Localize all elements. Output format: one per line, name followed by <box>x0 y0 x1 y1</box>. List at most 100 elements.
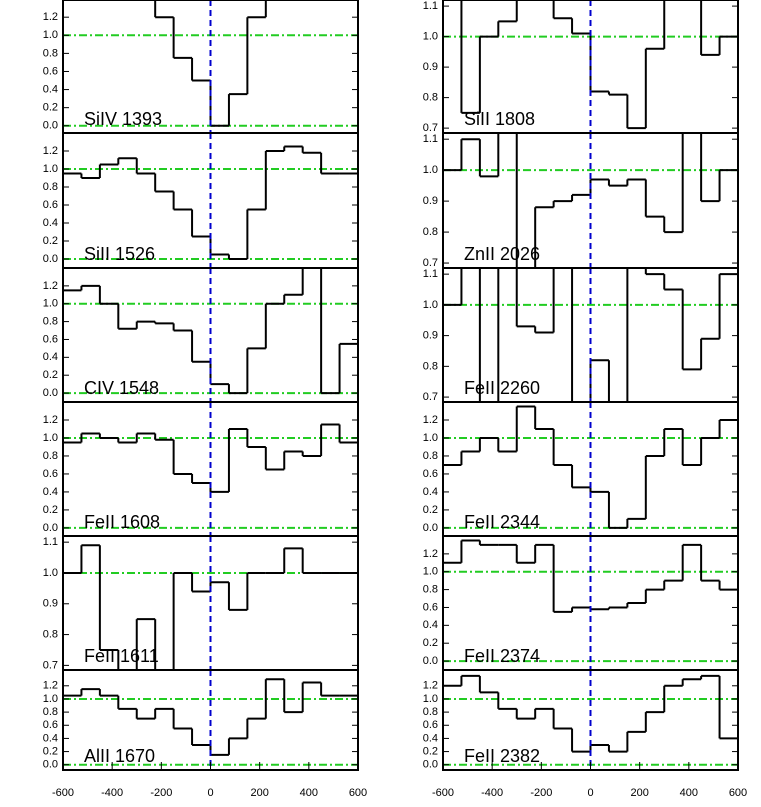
y-tick-label: 0.8 <box>43 316 58 328</box>
y-tick-label: 0.2 <box>423 745 438 757</box>
y-tick-label: 0.4 <box>43 486 58 498</box>
y-tick-label: 0.6 <box>43 719 58 731</box>
y-tick-label: 0.2 <box>43 235 58 247</box>
panel <box>63 268 358 402</box>
y-tick-label: 1.2 <box>43 280 58 292</box>
y-tick-label: 0.6 <box>43 199 58 211</box>
y-tick-label: 0.0 <box>423 759 438 771</box>
y-tick-label: 0.6 <box>43 65 58 77</box>
y-tick-label: 0.2 <box>43 745 58 757</box>
y-tick-label: 1.2 <box>43 680 58 692</box>
x-tick-label: 600 <box>729 787 747 799</box>
y-tick-label: 1.1 <box>423 268 438 280</box>
y-tick-label: 1.0 <box>43 298 58 310</box>
y-tick-label: 0.2 <box>43 504 58 516</box>
panel <box>443 133 738 268</box>
y-tick-label: 0.6 <box>43 333 58 345</box>
y-tick-label: 0.0 <box>43 253 58 265</box>
y-tick-label: 1.2 <box>423 680 438 692</box>
y-tick-label: 0.2 <box>423 504 438 516</box>
y-tick-label: 1.1 <box>423 133 438 145</box>
y-tick-label: 0.2 <box>423 637 438 649</box>
y-tick-label: 1.0 <box>423 693 438 705</box>
y-tick-label: 0.7 <box>423 122 438 134</box>
x-tick-label: 400 <box>680 787 698 799</box>
y-tick-label: 1.0 <box>423 566 438 578</box>
y-tick-label: 0.0 <box>43 522 58 534</box>
y-tick-label: 0.9 <box>423 330 438 342</box>
y-tick-label: 0.4 <box>43 351 58 363</box>
y-tick-label: 0.8 <box>43 47 58 59</box>
x-tick-label: -200 <box>530 787 552 799</box>
x-tick-label: 400 <box>300 787 318 799</box>
y-tick-label: 0.2 <box>43 102 58 114</box>
y-tick-label: 0.8 <box>423 706 438 718</box>
y-tick-label: 0.9 <box>43 598 58 610</box>
x-tick-label: 200 <box>630 787 648 799</box>
y-tick-label: 1.2 <box>43 145 58 157</box>
y-tick-label: 0.8 <box>43 181 58 193</box>
y-tick-label: 0.4 <box>43 83 58 95</box>
panel-label: SiII 1808 <box>464 109 535 129</box>
y-tick-label: 0.6 <box>423 468 438 480</box>
y-tick-label: 0.0 <box>43 759 58 771</box>
y-tick-label: 0.8 <box>43 450 58 462</box>
panel-label: FeII 1608 <box>84 512 160 532</box>
panel-label: FeII 2344 <box>464 512 540 532</box>
y-tick-label: 0.0 <box>423 522 438 534</box>
panel-label: SiIV 1393 <box>84 109 162 129</box>
y-tick-label: 1.2 <box>423 548 438 560</box>
y-tick-label: 1.1 <box>43 536 58 548</box>
y-tick-label: 1.2 <box>423 414 438 426</box>
y-tick-label: 1.1 <box>423 0 438 12</box>
y-tick-label: 0.8 <box>43 706 58 718</box>
x-tick-label: -200 <box>150 787 172 799</box>
y-tick-label: 0.7 <box>423 391 438 403</box>
y-tick-label: 0.9 <box>423 195 438 207</box>
y-tick-label: 0.6 <box>43 468 58 480</box>
y-tick-label: 1.0 <box>423 31 438 43</box>
y-tick-label: 1.0 <box>43 163 58 175</box>
x-tick-label: 0 <box>587 787 593 799</box>
x-tick-label: 200 <box>250 787 268 799</box>
y-tick-label: 0.0 <box>43 387 58 399</box>
x-tick-label: 600 <box>349 787 367 799</box>
panel <box>443 268 738 402</box>
y-tick-label: 0.8 <box>423 226 438 238</box>
y-tick-label: 1.0 <box>43 29 58 41</box>
panel <box>443 536 738 670</box>
y-tick-label: 0.8 <box>423 450 438 462</box>
y-tick-label: 0.0 <box>43 120 58 132</box>
y-tick-label: 0.6 <box>423 719 438 731</box>
panel <box>63 402 358 536</box>
y-tick-label: 0.0 <box>423 655 438 667</box>
y-tick-label: 0.8 <box>423 584 438 596</box>
panel-label: FeII 2382 <box>464 746 540 766</box>
y-tick-label: 1.0 <box>423 432 438 444</box>
y-tick-label: 1.0 <box>43 567 58 579</box>
y-tick-label: 0.4 <box>43 217 58 229</box>
y-tick-label: 1.0 <box>43 693 58 705</box>
y-tick-label: 0.4 <box>423 486 438 498</box>
panel-label: CIV 1548 <box>84 378 159 398</box>
x-tick-label: -600 <box>52 787 74 799</box>
y-tick-label: 0.9 <box>423 61 438 73</box>
x-tick-label: -400 <box>101 787 123 799</box>
y-tick-label: 1.2 <box>43 414 58 426</box>
y-tick-label: 0.7 <box>43 659 58 671</box>
panel <box>443 402 738 536</box>
panel-label: FeII 2374 <box>464 646 540 666</box>
panel-label: FeII 1611 <box>84 646 159 666</box>
x-tick-label: -400 <box>481 787 503 799</box>
panel <box>63 536 358 670</box>
y-tick-label: 1.2 <box>43 11 58 23</box>
y-tick-label: 1.0 <box>423 299 438 311</box>
y-tick-label: 0.2 <box>43 369 58 381</box>
y-tick-label: 1.0 <box>43 432 58 444</box>
y-tick-label: 0.6 <box>423 601 438 613</box>
y-tick-label: 1.0 <box>423 164 438 176</box>
panel-label: AlII 1670 <box>84 746 155 766</box>
y-tick-label: 0.8 <box>423 92 438 104</box>
y-tick-label: 0.8 <box>43 628 58 640</box>
